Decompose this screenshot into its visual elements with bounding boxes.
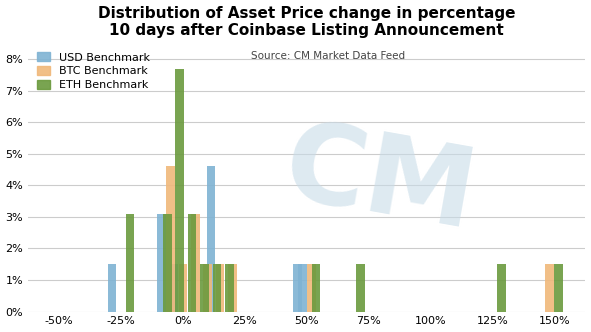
Bar: [163, 214, 171, 312]
Bar: [166, 166, 175, 312]
Bar: [311, 264, 320, 312]
Bar: [498, 264, 506, 312]
Legend: USD Benchmark, BTC Benchmark, ETH Benchmark: USD Benchmark, BTC Benchmark, ETH Benchm…: [34, 49, 154, 94]
Bar: [108, 264, 116, 312]
Bar: [203, 264, 212, 312]
Bar: [126, 214, 135, 312]
Text: Source: CM Market Data Feed: Source: CM Market Data Feed: [251, 51, 405, 61]
Bar: [213, 264, 221, 312]
Bar: [191, 214, 200, 312]
Bar: [228, 264, 237, 312]
Bar: [188, 214, 196, 312]
Bar: [545, 264, 554, 312]
Text: CM: CM: [275, 114, 483, 252]
Bar: [170, 264, 178, 312]
Bar: [216, 264, 225, 312]
Bar: [356, 264, 365, 312]
Bar: [307, 264, 316, 312]
Bar: [298, 264, 307, 312]
Bar: [157, 214, 166, 312]
Bar: [176, 68, 184, 312]
Bar: [554, 264, 563, 312]
Title: Distribution of Asset Price change in percentage
10 days after Coinbase Listing : Distribution of Asset Price change in pe…: [98, 6, 515, 38]
Bar: [200, 264, 209, 312]
Bar: [225, 264, 233, 312]
Bar: [207, 166, 215, 312]
Bar: [178, 264, 187, 312]
Bar: [293, 264, 302, 312]
